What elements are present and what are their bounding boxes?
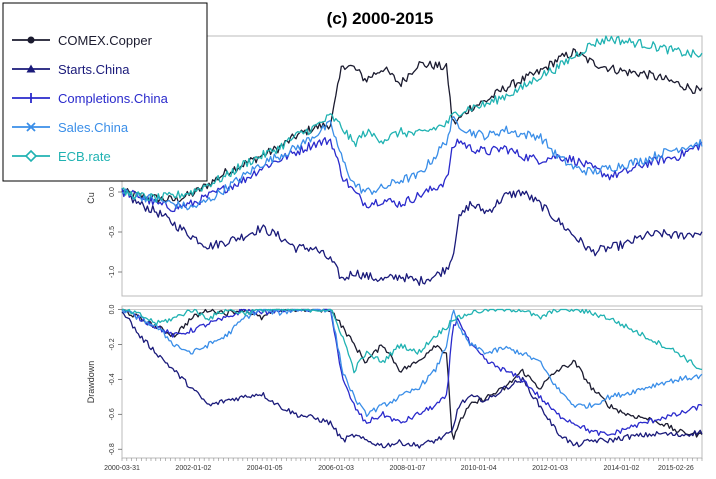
legend-item: ECB.rate <box>12 149 111 164</box>
series-line-sales-china-drawdown <box>121 308 703 418</box>
legend-item: Starts.China <box>12 62 130 77</box>
y-tick-label: -0.2 <box>109 338 116 350</box>
series-line-completions-china-drawdown <box>121 308 703 436</box>
panel-cumulative: 0.0 -0.5 -1.0 Cu <box>86 35 703 297</box>
y-axis-label: Drawdown <box>86 361 96 404</box>
y-axis-label: Cu <box>86 192 96 204</box>
y-tick-label: -0.5 <box>109 226 116 238</box>
y-tick-label: -0.6 <box>109 408 116 420</box>
legend-label: Starts.China <box>58 62 130 77</box>
legend: COMEX.Copper Starts.China Completions.Chin… <box>2 2 208 182</box>
x-tick-label: 2012-01-03 <box>532 465 568 472</box>
series-line-completions-china-cumulative <box>121 137 703 213</box>
series-line-comex-copper-cumulative <box>121 48 703 203</box>
legend-item: Completions.China <box>12 91 169 106</box>
y-tick-label: -1.0 <box>109 266 116 278</box>
series-line-ecb-rate-cumulative <box>121 35 703 203</box>
x-tick-label: 2006-01-03 <box>318 465 354 472</box>
legend-label: COMEX.Copper <box>58 33 153 48</box>
series-line-starts-china-cumulative <box>121 188 703 286</box>
diamond-marker-icon <box>24 149 38 163</box>
x-tick-label: 2010-01-04 <box>461 465 497 472</box>
x-axis: 2000-03-31 2002-01-02 2004-01-05 2006-01-03… <box>104 458 703 472</box>
y-tick-label: -0.4 <box>109 373 116 385</box>
triangle-marker-icon <box>26 64 36 73</box>
x-marker-icon-stroke <box>26 122 36 132</box>
series-line-starts-china-drawdown <box>121 311 703 449</box>
x-tick-label: 2014-01-02 <box>603 465 639 472</box>
legend-label: Sales.China <box>58 120 129 135</box>
legend-label: ECB.rate <box>58 149 111 164</box>
legend-item: Sales.China <box>12 120 129 135</box>
panel-drawdown: 0.0 -0.2 -0.4 -0.6 -0.8 Drawdown <box>86 305 703 459</box>
legend-item: COMEX.Copper <box>12 33 153 48</box>
x-tick-label: 2008-01-07 <box>389 465 425 472</box>
series-line-ecb-rate-drawdown <box>122 308 703 374</box>
x-tick-label: 2004-01-05 <box>247 465 283 472</box>
circle-marker-icon <box>27 36 35 44</box>
x-tick-label: 2015-02-26 <box>658 465 694 472</box>
chart-title: (c) 2000-2015 <box>327 9 434 28</box>
y-tick-label: 0.0 <box>109 305 116 315</box>
series-line-sales-china-cumulative <box>121 116 703 211</box>
y-tick-label: 0.0 <box>109 187 116 197</box>
x-tick-label: 2002-01-02 <box>175 465 211 472</box>
panel-frame <box>121 35 703 297</box>
y-tick-label: -0.8 <box>109 443 116 455</box>
legend-box <box>2 2 208 182</box>
chart-panels: 0.0 -0.5 -1.0 Cu 0.0 -0.2 -0.4 -0.6 -0.8 Drawdown <box>86 35 703 459</box>
x-tick-label: 2000-03-31 <box>104 465 140 472</box>
legend-label: Completions.China <box>58 91 169 106</box>
